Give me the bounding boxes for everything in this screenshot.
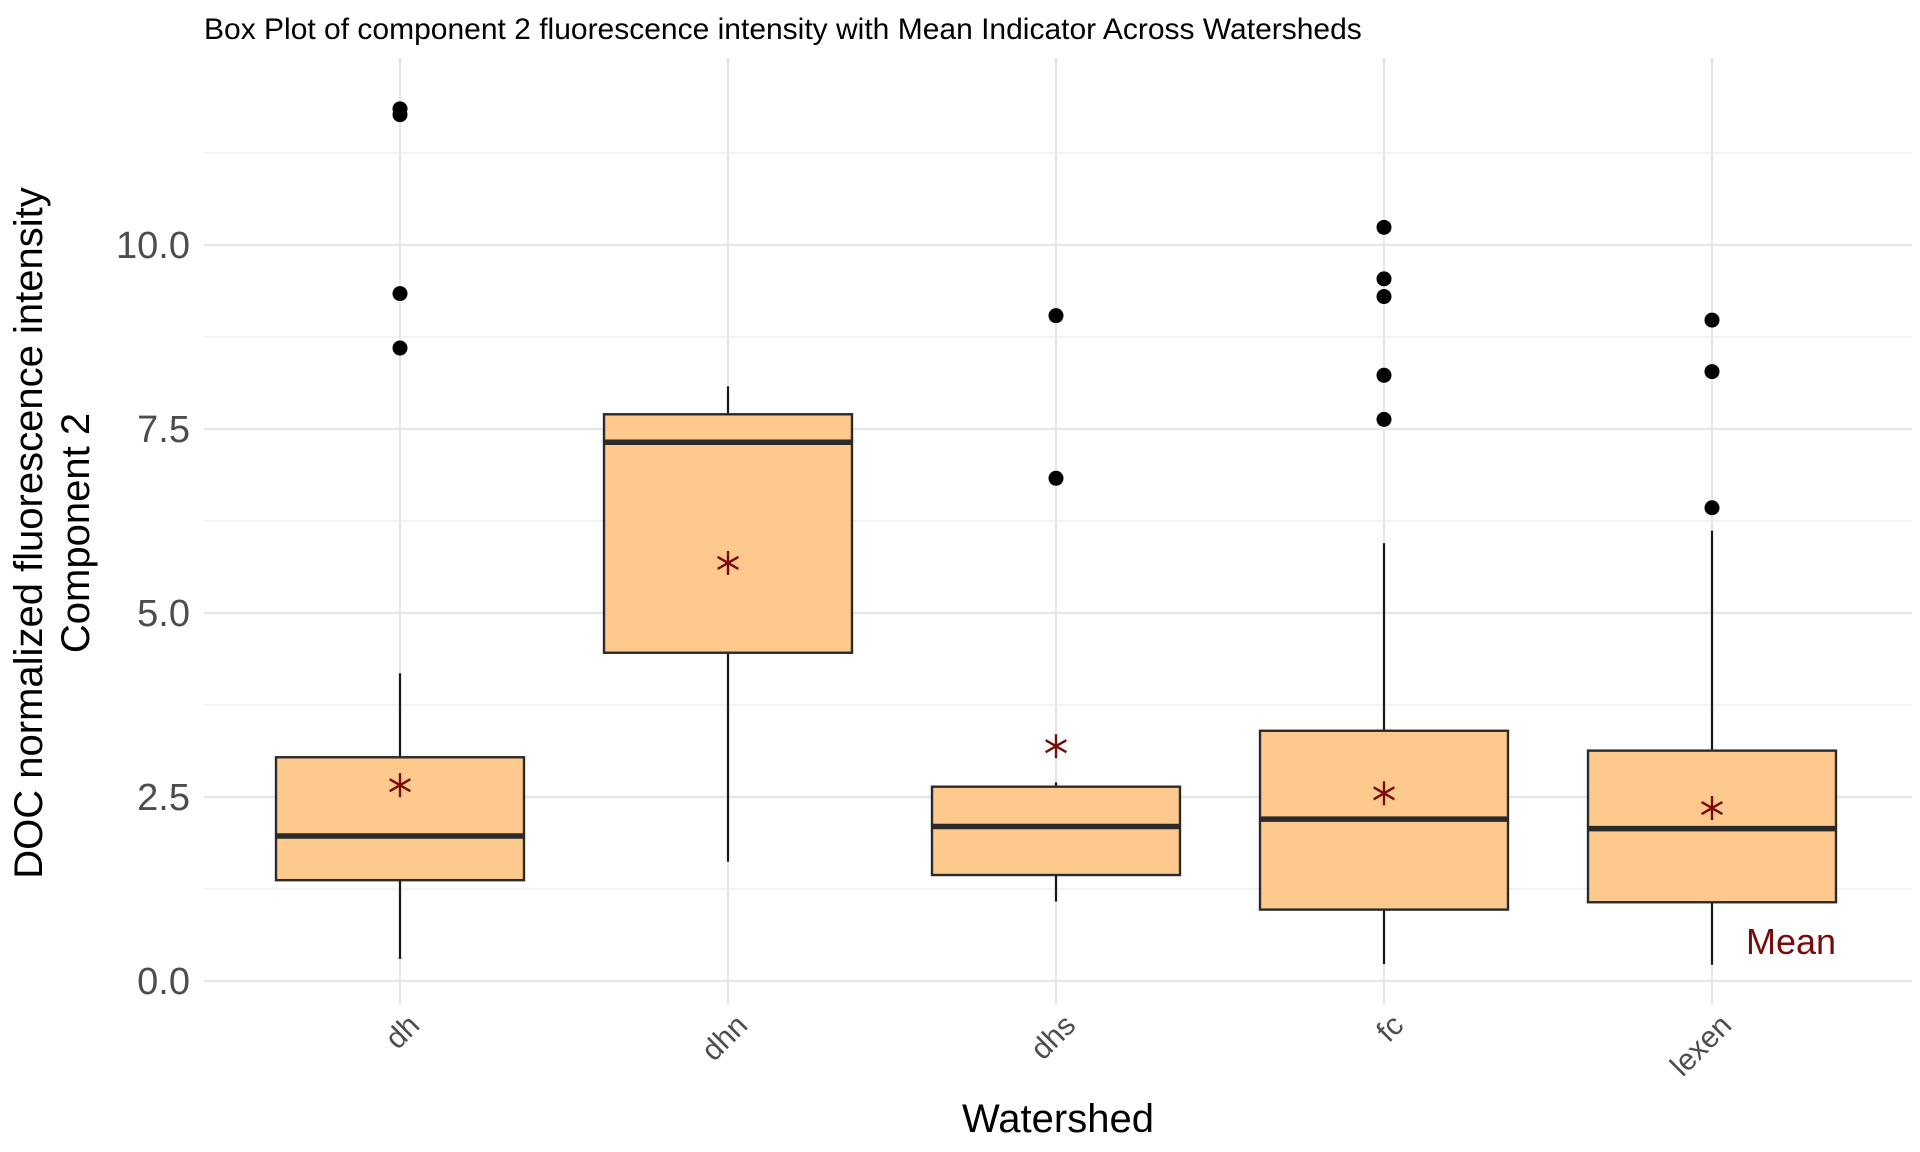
outlier-point xyxy=(1376,411,1392,427)
x-axis-ticks: dh dhn dhs fc lexen xyxy=(379,1009,1738,1083)
x-tick-label: lexen xyxy=(1664,1009,1738,1083)
y-axis-ticks: 0.0 2.5 5.0 7.5 10.0 xyxy=(116,225,190,1003)
x-tick-label: dhs xyxy=(1025,1009,1083,1067)
mean-annotation: Mean xyxy=(1746,921,1836,962)
outlier-point xyxy=(1376,219,1392,235)
mean-marker xyxy=(389,773,411,798)
outlier-point xyxy=(1376,271,1392,287)
box-iqr xyxy=(930,785,1182,877)
x-axis-label: Watershed xyxy=(962,1097,1154,1141)
outlier-point xyxy=(1048,470,1064,486)
y-axis-label-line2: Component 2 xyxy=(54,413,98,653)
boxes-layer xyxy=(274,101,1838,965)
y-tick-label: 10.0 xyxy=(116,225,190,267)
outlier-point xyxy=(1376,367,1392,383)
mean-marker xyxy=(717,550,739,575)
outlier-point xyxy=(1048,308,1064,324)
mean-marker-stroke xyxy=(717,555,739,570)
box-dhn xyxy=(602,386,854,862)
outlier-point xyxy=(392,101,408,117)
mean-marker-stroke xyxy=(389,778,411,793)
y-tick-label: 0.0 xyxy=(137,961,190,1003)
box-lexen xyxy=(1586,312,1838,965)
y-tick-label: 5.0 xyxy=(137,593,190,635)
outlier-point xyxy=(1704,364,1720,380)
mean-marker xyxy=(1373,781,1395,806)
outlier-point xyxy=(1376,289,1392,305)
mean-marker-stroke xyxy=(1701,801,1723,816)
x-tick-label: fc xyxy=(1370,1009,1410,1049)
box-dhs xyxy=(930,308,1182,902)
x-tick-label: dh xyxy=(379,1009,426,1056)
outlier-point xyxy=(1704,500,1720,516)
x-tick-label: dhn xyxy=(695,1009,754,1068)
box-dh xyxy=(274,101,526,959)
mean-marker-stroke xyxy=(1373,786,1395,801)
mean-marker xyxy=(1045,734,1067,759)
y-tick-label: 7.5 xyxy=(137,409,190,451)
mean-marker-stroke xyxy=(1045,739,1067,754)
box-fc xyxy=(1258,219,1510,965)
outlier-point xyxy=(392,340,408,356)
outlier-point xyxy=(1704,312,1720,328)
box-iqr xyxy=(602,413,854,654)
outlier-point xyxy=(392,286,408,302)
chart-title: Box Plot of component 2 fluorescence int… xyxy=(204,13,1362,46)
y-axis-label-line1: DOC normalized fluorescence intensity xyxy=(7,187,51,878)
y-tick-label: 2.5 xyxy=(137,777,190,819)
mean-marker xyxy=(1701,796,1723,821)
